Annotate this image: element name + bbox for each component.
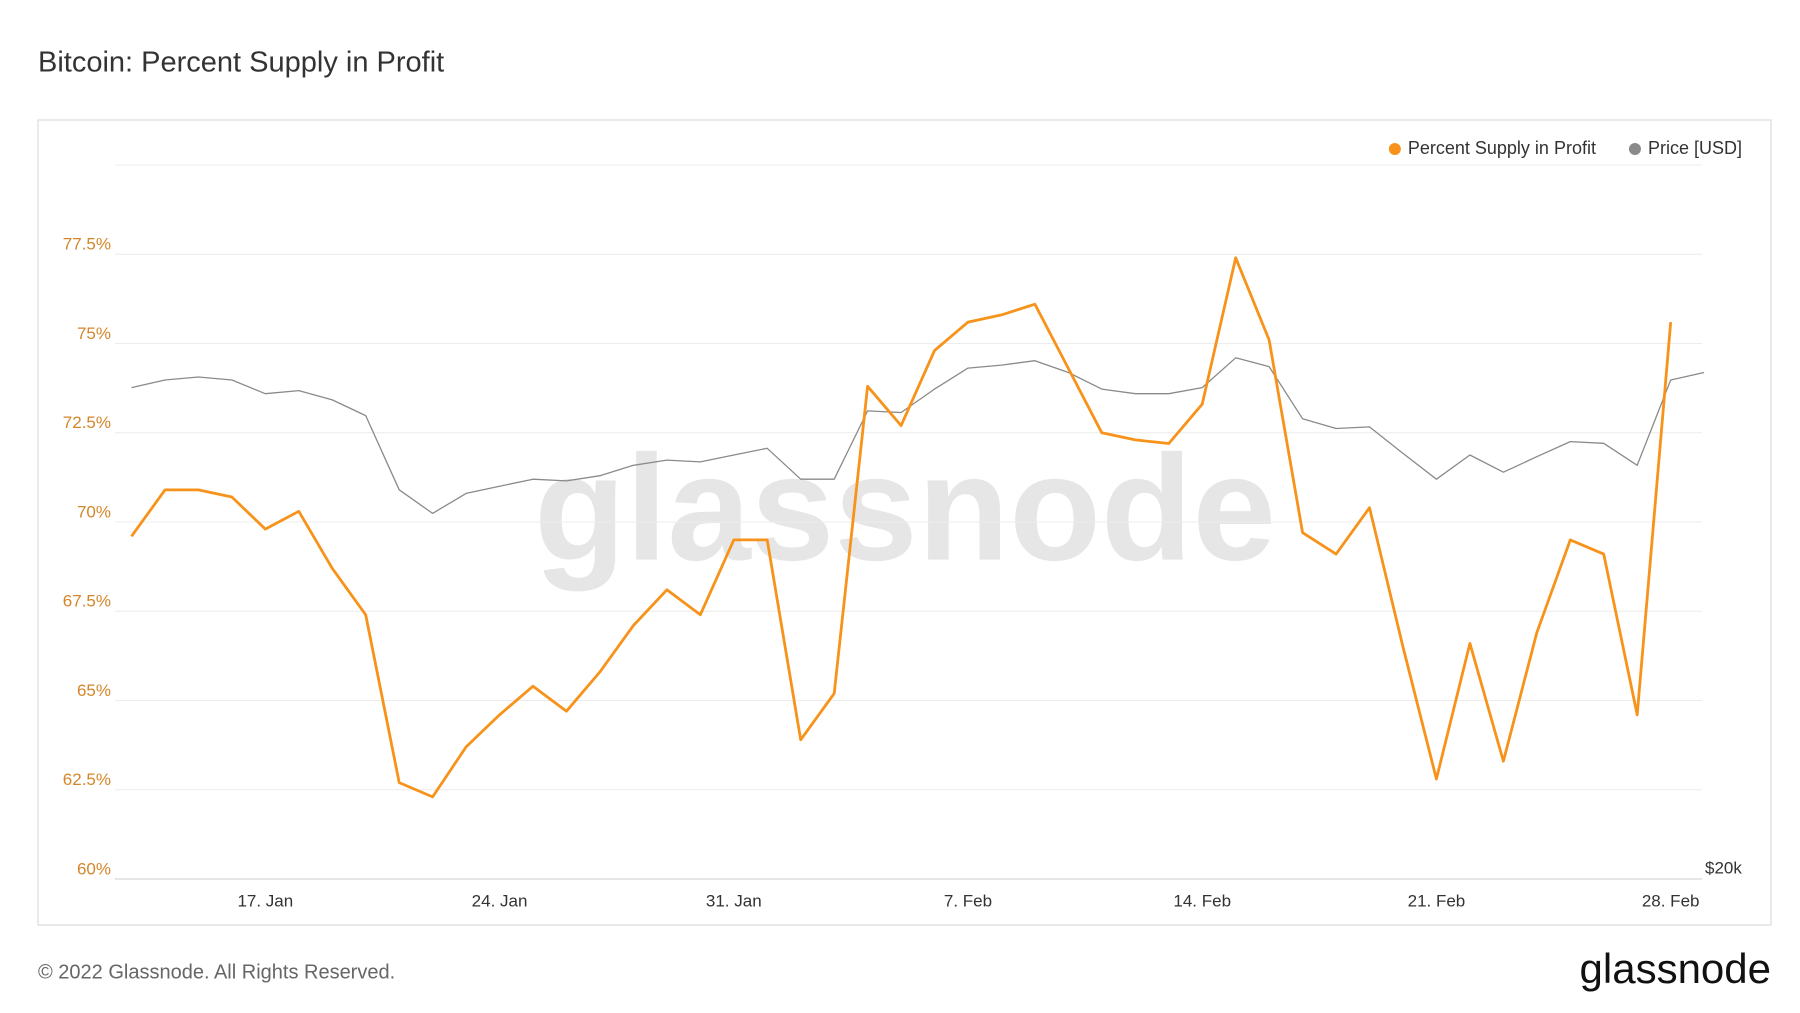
legend-label: Percent Supply in Profit [1408,138,1596,158]
y-tick-label: 67.5% [63,592,111,611]
y-tick-label: 62.5% [63,770,111,789]
x-tick-label: 24. Jan [472,891,528,910]
x-tick-label: 21. Feb [1408,891,1466,910]
copyright: © 2022 Glassnode. All Rights Reserved. [38,961,395,983]
x-tick-label: 17. Jan [237,891,293,910]
chart-title: Bitcoin: Percent Supply in Profit [38,47,444,79]
x-tick-label: 28. Feb [1642,891,1700,910]
y-tick-label: 70% [77,502,111,521]
legend-label: Price [USD] [1648,138,1742,158]
y-tick-label: 72.5% [63,413,111,432]
logo: glassnode [1580,945,1771,992]
legend-marker [1388,143,1401,155]
x-tick-label: 31. Jan [706,891,762,910]
y-tick-label: 60% [77,859,111,878]
chart-frame [37,119,1772,926]
y2-tick-label: $20k [1705,858,1742,877]
x-tick-label: 14. Feb [1173,891,1231,910]
series-line [131,357,1705,515]
series-line [130,256,1673,799]
y-tick-label: 77.5% [63,235,111,254]
legend-marker [1628,143,1641,155]
watermark: glassnode [534,424,1276,592]
y-tick-label: 65% [77,681,111,700]
y-tick-label: 75% [77,324,111,343]
x-tick-label: 7. Feb [944,891,992,910]
